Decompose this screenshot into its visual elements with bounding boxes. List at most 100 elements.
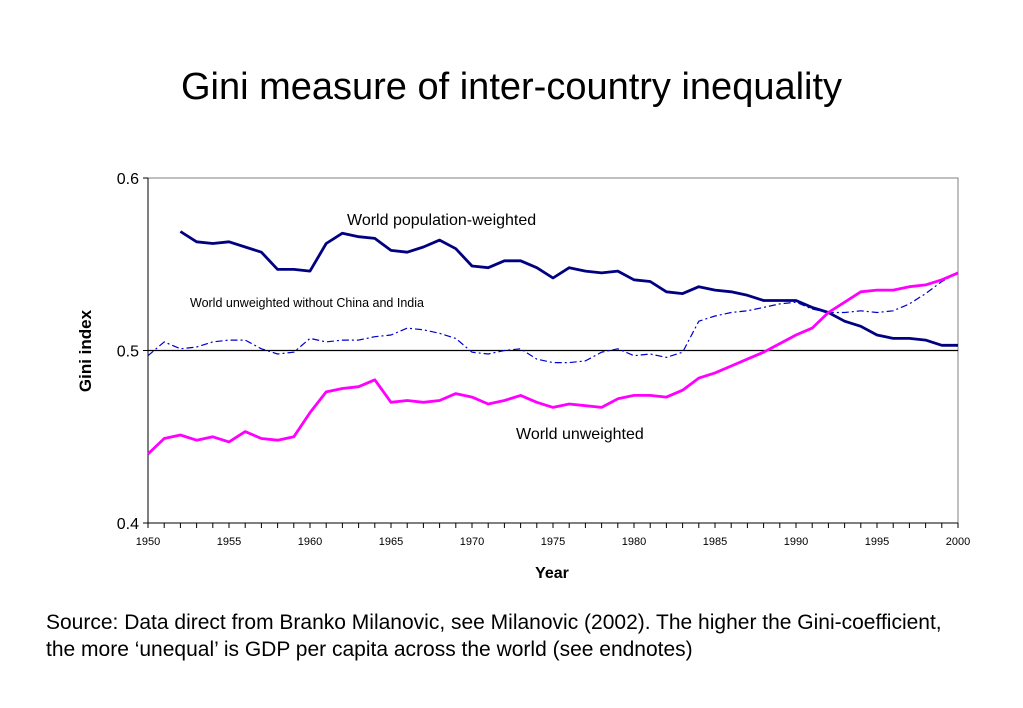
data-point [730,312,732,314]
data-point [487,403,489,405]
data-point [698,320,700,322]
data-point [585,405,587,407]
data-point [682,351,684,353]
data-point [406,400,408,402]
data-point [325,391,327,393]
data-point [714,372,716,374]
data-point [633,395,635,397]
y-axis-title: Gini index [76,309,95,392]
source-caption: Source: Data direct from Branko Milanovi… [46,611,942,661]
data-point [844,312,846,314]
data-point [779,300,781,302]
data-point [779,303,781,305]
data-point [212,436,214,438]
series-label-population-weighted: World population-weighted [347,212,536,229]
data-point [941,345,943,347]
series-label-unweighted-without-china-india: World unweighted without China and India [190,296,424,310]
data-point [601,272,603,274]
data-point [536,358,538,360]
x-tick-label: 1985 [703,536,727,548]
data-point [844,320,846,322]
x-tick-label: 1970 [460,536,484,548]
data-point [666,357,668,359]
data-point [957,345,959,347]
data-point [844,301,846,303]
data-point [455,338,457,340]
data-point [277,269,279,271]
data-point [293,351,295,353]
data-point [487,267,489,269]
data-point [747,358,749,360]
data-point [649,353,651,355]
data-point [455,393,457,395]
data-point [196,241,198,243]
series-line-population-weighted [179,230,958,347]
data-point [568,362,570,364]
series-line-unweighted-without-china-india [147,272,959,364]
data-point [828,312,830,314]
data-point [682,293,684,295]
data-point [925,284,927,286]
data-point [358,339,360,341]
data-point [633,355,635,357]
data-point [666,291,668,293]
data-point [439,332,441,334]
data-point [374,238,376,240]
data-point [909,338,911,340]
data-point [244,431,246,433]
data-point [876,334,878,336]
data-point [811,308,813,310]
data-point [747,295,749,297]
x-axis: 1950 1955 1960 1965 1970 1975 1980 1985 1990 1995… [136,522,970,548]
data-point [504,400,506,402]
data-point [892,289,894,291]
data-point [585,270,587,272]
data-point [617,398,619,400]
data-point [795,301,797,303]
data-point [633,279,635,281]
x-tick-label: 1975 [541,536,565,548]
data-point [714,289,716,291]
data-point [892,338,894,340]
data-point [228,241,230,243]
data-point [520,395,522,397]
data-point [406,327,408,329]
data-point [212,243,214,245]
data-point [860,310,862,312]
y-axis: 0.4 0.5 0.6 [117,171,149,533]
data-point [795,334,797,336]
data-point [698,377,700,379]
data-point [649,395,651,397]
data-point [617,270,619,272]
data-point [763,307,765,309]
data-point [763,351,765,353]
data-point [277,353,279,355]
data-point [536,401,538,403]
data-point [212,341,214,343]
data-point [682,389,684,391]
data-point [504,260,506,262]
data-point [196,346,198,348]
data-point [957,272,959,274]
data-point [293,269,295,271]
data-point [779,343,781,345]
data-point [180,434,182,436]
data-point [228,339,230,341]
data-point [261,438,263,440]
x-tick-label: 1980 [622,536,646,548]
data-point [698,286,700,288]
data-point [552,277,554,279]
data-point [261,251,263,253]
data-point [795,300,797,302]
x-axis-title: Year [535,565,569,582]
data-point [585,360,587,362]
data-point [520,348,522,350]
series-label-unweighted: World unweighted [516,426,644,443]
data-point [374,379,376,381]
data-point [439,239,441,241]
x-tick-label: 1950 [136,536,160,548]
data-point [244,339,246,341]
x-tick-label: 1960 [298,536,322,548]
series-line-unweighted [147,271,959,456]
